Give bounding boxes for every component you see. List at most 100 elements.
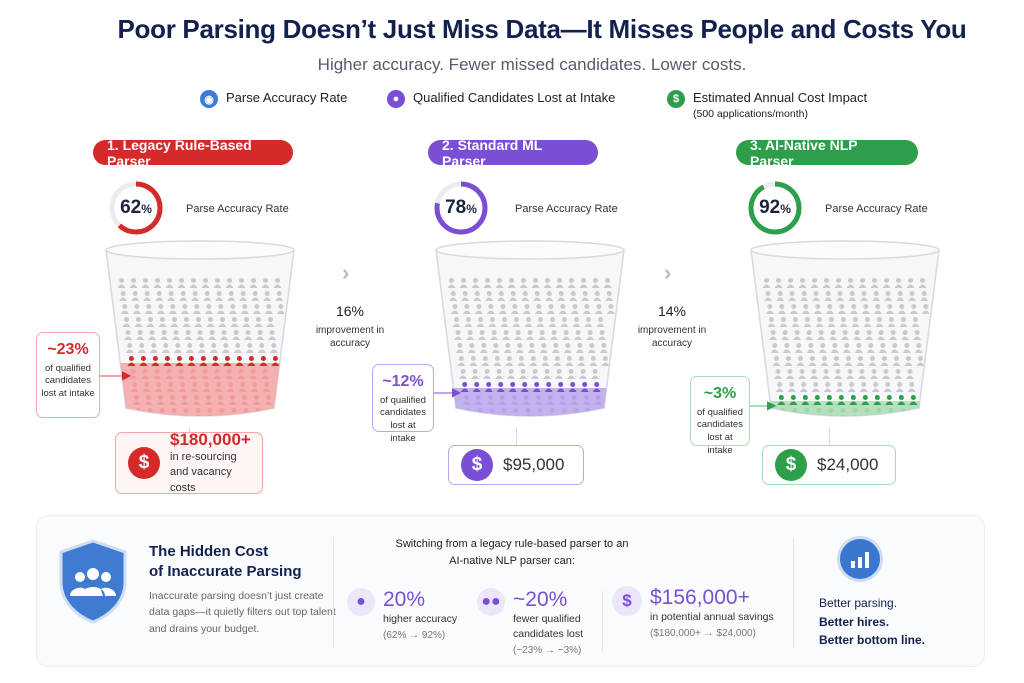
- dollar-icon: $: [128, 447, 160, 479]
- person-icon: [459, 278, 468, 288]
- person-icon: [863, 317, 872, 327]
- connector-line: [189, 428, 190, 432]
- accuracy-label: Parse Accuracy Rate: [825, 203, 928, 215]
- person-icon: [803, 317, 812, 327]
- person-icon: [907, 382, 916, 392]
- person-icon: [570, 395, 579, 405]
- accuracy-ring-fill: [109, 181, 163, 235]
- person-icon: [873, 304, 882, 314]
- person-icon: [479, 343, 488, 353]
- person-icon: [822, 278, 831, 288]
- person-icon: [146, 317, 155, 327]
- person-icon: [240, 395, 249, 405]
- person-icon: [132, 395, 141, 405]
- person-icon: [250, 382, 259, 392]
- accuracy-ring-fill: [748, 181, 802, 235]
- lost-fill: [106, 363, 294, 416]
- person-icon: [593, 291, 602, 301]
- person-icon: [498, 395, 507, 405]
- person-icon: [911, 317, 920, 327]
- person-icon: [497, 291, 506, 301]
- person-icon: [462, 395, 471, 405]
- person-icon: [551, 343, 560, 353]
- person-icon: [153, 278, 162, 288]
- person-icon: [256, 330, 265, 340]
- person-icon: [201, 369, 210, 379]
- person-icon: [117, 278, 126, 288]
- person-icon: [562, 330, 571, 340]
- person-icon: [870, 369, 879, 379]
- person-icon: [483, 278, 492, 288]
- person-icon: [767, 317, 776, 327]
- person-icon: [221, 343, 230, 353]
- person-icon: [894, 278, 903, 288]
- person-icon: [194, 317, 203, 327]
- person-icon: [774, 369, 783, 379]
- person-icon: [775, 382, 784, 392]
- person-icon: [534, 395, 543, 405]
- person-icon: [271, 356, 280, 366]
- person-icon: [273, 278, 282, 288]
- person-icon: [225, 278, 234, 288]
- person-icon: [536, 408, 544, 416]
- person-icon: [865, 330, 874, 340]
- person-icon: [172, 330, 181, 340]
- person-icon: [132, 304, 141, 314]
- person-icon: [519, 278, 528, 288]
- person-icon: [913, 330, 922, 340]
- person-icon: [165, 369, 174, 379]
- person-icon: [261, 278, 270, 288]
- person-icon: [259, 356, 268, 366]
- person-icon: [894, 369, 903, 379]
- person-icon: [249, 278, 258, 288]
- person-icon: [144, 304, 153, 314]
- person-icon: [801, 395, 810, 405]
- person-icon: [586, 330, 595, 340]
- person-icon: [202, 382, 211, 392]
- chevron-right-icon: ›: [342, 260, 350, 285]
- person-icon: [789, 395, 798, 405]
- person-icon: [180, 304, 189, 314]
- improvement-2: 14% improvement in accuracy: [637, 303, 707, 350]
- lost-candidates-callout: ~3% of qualified candidates lost at intak…: [690, 376, 750, 456]
- person-icon: [127, 356, 136, 366]
- person-icon: [495, 369, 504, 379]
- person-icon: [179, 291, 188, 301]
- person-icon: [527, 343, 536, 353]
- person-icon: [213, 278, 222, 288]
- person-icon: [189, 369, 198, 379]
- person-icon: [168, 395, 177, 405]
- person-icon: [539, 343, 548, 353]
- divider: [333, 538, 334, 648]
- summary-panel: The Hidden Cost of Inaccurate Parsing Ina…: [36, 515, 985, 667]
- arrow-right-icon: ▶: [122, 368, 132, 382]
- connector-line: [516, 428, 517, 445]
- person-icon: [237, 278, 246, 288]
- person-icon: [885, 395, 894, 405]
- person-icon: [779, 317, 788, 327]
- person-icon: [546, 304, 555, 314]
- person-icon: [563, 343, 572, 353]
- person-icon: [264, 395, 273, 405]
- person-icon: [853, 330, 862, 340]
- person-icon: [484, 382, 493, 392]
- person-icon: [263, 291, 272, 301]
- person-icon: [553, 356, 562, 366]
- person-icon: [191, 291, 200, 301]
- person-icon: [601, 356, 610, 366]
- person-icon: [143, 291, 152, 301]
- person-icon: [798, 369, 807, 379]
- person-icon: [582, 304, 591, 314]
- person-icon: [868, 356, 877, 366]
- person-icon: [521, 291, 530, 301]
- person-icon: [139, 356, 148, 366]
- person-icon: [806, 343, 815, 353]
- person-icon: [878, 343, 887, 353]
- person-icon: [909, 395, 918, 405]
- accuracy-value: 62%: [120, 197, 152, 218]
- person-icon: [223, 356, 232, 366]
- lost-candidates-callout: ~23% of qualified candidates lost at inta…: [36, 332, 100, 418]
- person-icon: [774, 278, 783, 288]
- person-icon: [841, 330, 850, 340]
- person-icon: [268, 330, 277, 340]
